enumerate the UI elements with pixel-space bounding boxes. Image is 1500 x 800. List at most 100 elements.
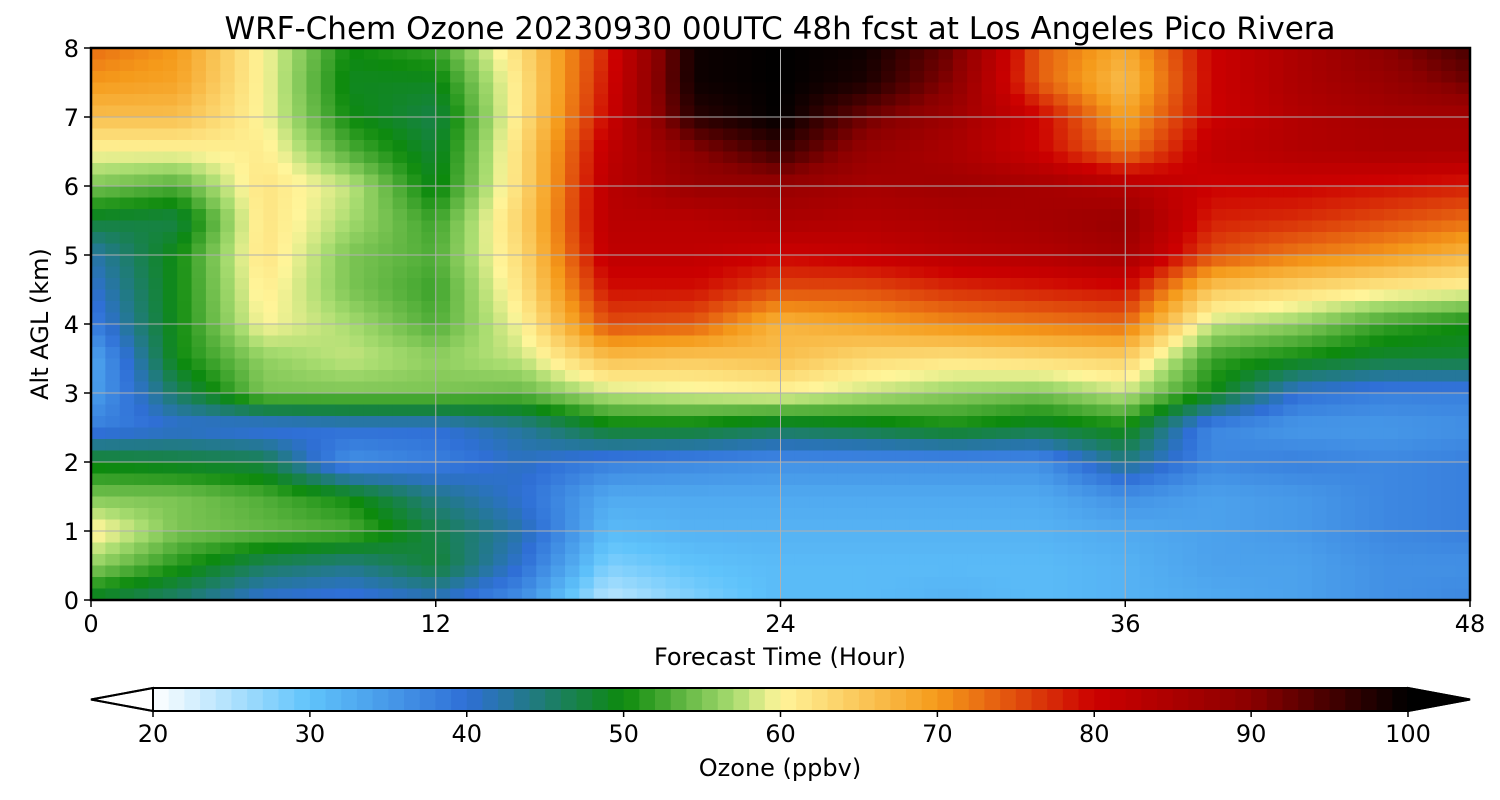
- heatmap-cell: [837, 289, 853, 302]
- heatmap-cell: [464, 128, 480, 141]
- heatmap-cell: [909, 335, 925, 348]
- heatmap-cell: [636, 255, 652, 268]
- heatmap-cell: [881, 496, 897, 509]
- heatmap-cell: [1283, 439, 1299, 452]
- heatmap-cell: [263, 496, 279, 509]
- heatmap-cell: [550, 508, 566, 521]
- heatmap-cell: [1153, 416, 1169, 429]
- heatmap-cell: [119, 197, 135, 210]
- heatmap-cell: [981, 427, 997, 440]
- heatmap-cell: [665, 117, 681, 130]
- heatmap-cell: [234, 450, 250, 463]
- heatmap-cell: [952, 151, 968, 164]
- y-tick-label: 5: [64, 242, 79, 270]
- heatmap-cell: [694, 324, 710, 337]
- heatmap-cell: [1096, 358, 1112, 371]
- heatmap-cell: [1067, 278, 1083, 291]
- heatmap-cell: [1326, 151, 1342, 164]
- heatmap-cell: [162, 278, 178, 291]
- heatmap-cell: [823, 278, 839, 291]
- heatmap-cell: [1426, 577, 1442, 590]
- heatmap-cell: [1039, 48, 1055, 61]
- heatmap-cell: [809, 289, 825, 302]
- heatmap-cell: [1412, 82, 1428, 95]
- heatmap-cell: [335, 496, 351, 509]
- heatmap-cell: [952, 496, 968, 509]
- heatmap-cell: [1082, 128, 1098, 141]
- heatmap-cell: [493, 542, 509, 555]
- heatmap-cell: [1067, 174, 1083, 187]
- heatmap-cell: [794, 381, 810, 394]
- heatmap-cell: [507, 519, 523, 532]
- heatmap-cell: [320, 128, 336, 141]
- heatmap-cell: [277, 48, 293, 61]
- heatmap-cell: [924, 266, 940, 279]
- heatmap-cell: [1168, 381, 1184, 394]
- heatmap-cell: [363, 301, 379, 314]
- heatmap-cell: [249, 255, 264, 268]
- heatmap-cell: [665, 404, 681, 417]
- heatmap-cell: [1182, 243, 1198, 256]
- heatmap-cell: [1455, 577, 1471, 590]
- heatmap-cell: [1125, 140, 1141, 153]
- heatmap-cell: [665, 439, 681, 452]
- heatmap-cell: [1153, 450, 1169, 463]
- heatmap-cell: [1297, 531, 1313, 544]
- heatmap-cell: [708, 255, 724, 268]
- heatmap-cell: [794, 128, 810, 141]
- heatmap-cell: [507, 542, 523, 555]
- heatmap-cell: [1039, 220, 1055, 233]
- heatmap-cell: [1153, 358, 1169, 371]
- heatmap-cell: [1182, 94, 1198, 107]
- heatmap-cell: [378, 151, 394, 164]
- heatmap-cell: [895, 48, 911, 61]
- colorbar-segment: [670, 688, 687, 711]
- heatmap-cell: [622, 324, 638, 337]
- heatmap-cell: [665, 186, 681, 199]
- heatmap-cell: [407, 347, 422, 360]
- heatmap-cell: [981, 255, 997, 268]
- heatmap-cell: [335, 82, 351, 95]
- colorbar-segment: [843, 688, 860, 711]
- heatmap-cell: [1283, 163, 1299, 176]
- heatmap-cell: [1326, 473, 1342, 486]
- heatmap-cell: [967, 220, 983, 233]
- heatmap-cell: [751, 588, 767, 601]
- heatmap-cell: [1412, 243, 1428, 256]
- heatmap-cell: [464, 416, 480, 429]
- heatmap-cell: [881, 565, 897, 578]
- heatmap-cell: [881, 243, 897, 256]
- heatmap-cell: [263, 427, 279, 440]
- heatmap-cell: [780, 565, 796, 578]
- heatmap-cell: [435, 48, 451, 61]
- heatmap-cell: [1182, 531, 1198, 544]
- heatmap-cell: [119, 439, 135, 452]
- heatmap-cell: [565, 404, 580, 417]
- heatmap-cell: [1455, 128, 1471, 141]
- colorbar-tick-label: 30: [295, 720, 326, 748]
- heatmap-cell: [1369, 554, 1385, 567]
- heatmap-cell: [766, 71, 782, 84]
- heatmap-cell: [608, 220, 624, 233]
- heatmap-cell: [378, 186, 394, 199]
- heatmap-cell: [1053, 289, 1069, 302]
- heatmap-cell: [636, 312, 652, 325]
- heatmap-cell: [651, 439, 667, 452]
- heatmap-cell: [363, 209, 379, 222]
- heatmap-cell: [579, 347, 595, 360]
- heatmap-cell: [852, 439, 868, 452]
- heatmap-cell: [679, 473, 695, 486]
- heatmap-cell: [1211, 565, 1227, 578]
- heatmap-cell: [277, 577, 293, 590]
- y-tick-label: 7: [64, 104, 79, 132]
- heatmap-cell: [636, 554, 652, 567]
- heatmap-cell: [1297, 243, 1313, 256]
- heatmap-cell: [608, 439, 624, 452]
- heatmap-cell: [407, 462, 422, 475]
- heatmap-cell: [536, 404, 552, 417]
- heatmap-cell: [766, 117, 782, 130]
- heatmap-cell: [1024, 301, 1040, 314]
- heatmap-cell: [967, 163, 983, 176]
- heatmap-cell: [378, 289, 394, 302]
- heatmap-cell: [1240, 174, 1256, 187]
